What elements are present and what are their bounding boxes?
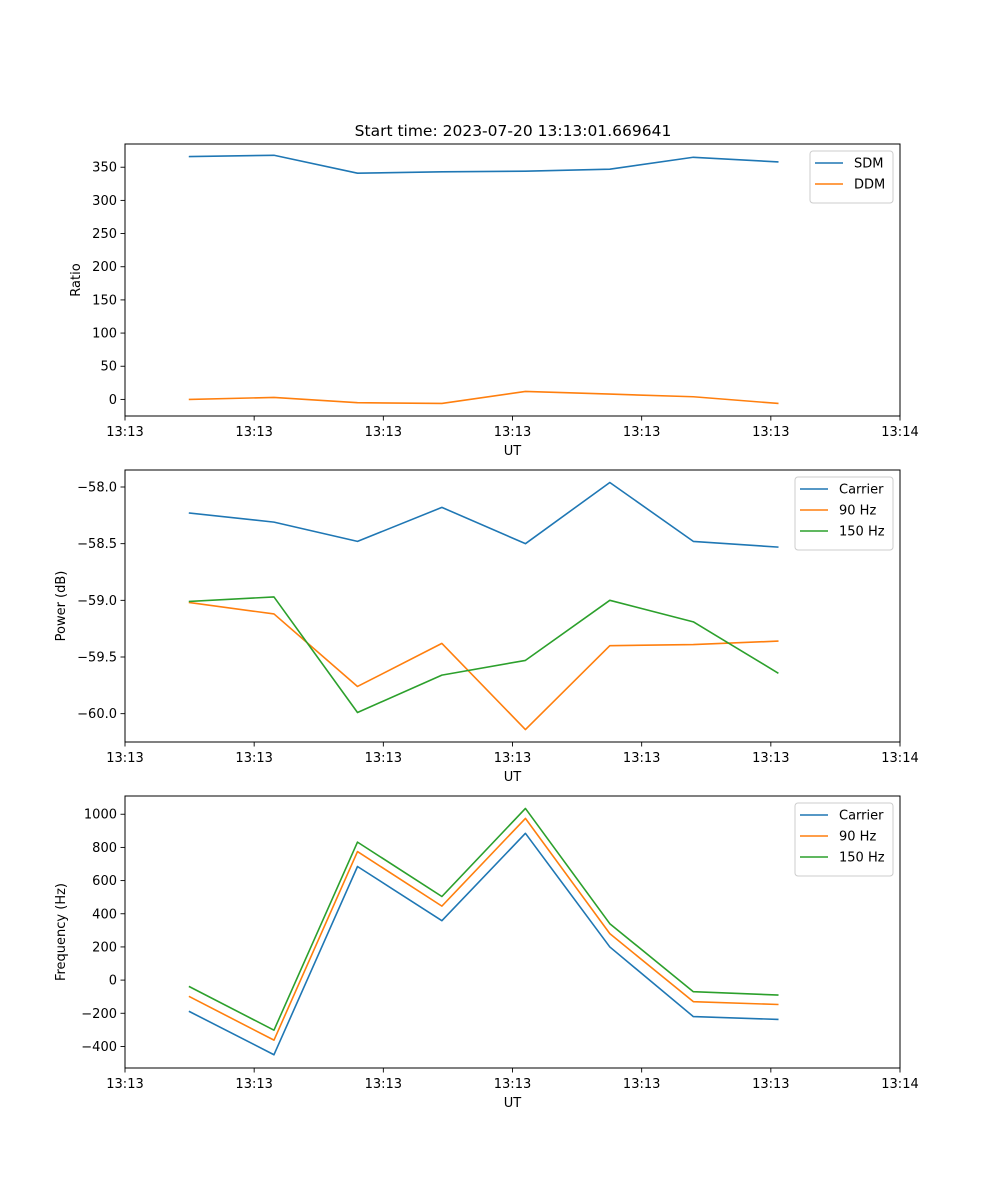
x-axis-label: UT: [504, 770, 522, 785]
x-tick-label: 13:13: [106, 1077, 143, 1092]
legend-label: SDM: [854, 157, 883, 172]
x-tick-label: 13:13: [365, 1077, 402, 1092]
x-axis-label: UT: [504, 444, 522, 459]
y-tick-label: 200: [92, 260, 117, 275]
y-axis-label: Ratio: [69, 263, 84, 296]
y-tick-label: −58.0: [77, 481, 117, 496]
y-tick-label: 50: [100, 360, 117, 375]
x-tick-label: 13:13: [494, 751, 531, 766]
x-tick-label: 13:14: [881, 751, 918, 766]
series-group: [188, 154, 779, 405]
x-tick-label: 13:13: [623, 425, 660, 440]
y-tick-label: 150: [92, 293, 117, 308]
legend-label: 90 Hz: [839, 830, 876, 845]
y-tick-label: 350: [92, 161, 117, 176]
x-tick-label: 13:13: [235, 751, 272, 766]
series-line-carrier: [188, 832, 779, 1056]
legend-label: Carrier: [839, 809, 884, 824]
series-group: [188, 807, 779, 1056]
y-tick-label: 300: [92, 194, 117, 209]
x-tick-label: 13:13: [752, 1077, 789, 1092]
y-axis-label: Power (dB): [54, 571, 69, 642]
y-tick-label: −400: [81, 1040, 117, 1055]
x-tick-label: 13:13: [752, 751, 789, 766]
y-tick-label: 0: [109, 974, 117, 989]
x-tick-label: 13:14: [881, 425, 918, 440]
x-tick-label: 13:13: [106, 751, 143, 766]
y-tick-label: −58.5: [77, 537, 117, 552]
x-tick-label: 13:13: [494, 425, 531, 440]
x-tick-label: 13:13: [623, 1077, 660, 1092]
y-tick-label: 800: [92, 841, 117, 856]
x-tick-label: 13:14: [881, 1077, 918, 1092]
legend-label: 150 Hz: [839, 851, 885, 866]
legend-box: [809, 150, 894, 204]
legend: Carrier 90 Hz 150 Hz: [794, 802, 894, 877]
legend-label: 90 Hz: [839, 504, 876, 519]
series-line-150-hz: [188, 596, 779, 714]
legend: Carrier 90 Hz 150 Hz: [794, 476, 894, 551]
y-tick-label: −59.5: [77, 651, 117, 666]
series-line-150-hz: [188, 807, 779, 1031]
y-tick-label: −59.0: [77, 594, 117, 609]
x-tick-label: 13:13: [365, 751, 402, 766]
y-tick-label: 1000: [84, 808, 117, 823]
y-tick-label: −60.0: [77, 707, 117, 722]
chart-title: Start time: 2023-07-20 13:13:01.669641: [355, 122, 672, 140]
legend-label: 150 Hz: [839, 525, 885, 540]
x-axis-label: UT: [504, 1096, 522, 1111]
series-group: [188, 481, 779, 731]
x-tick-label: 13:13: [494, 1077, 531, 1092]
series-line-90-hz: [188, 601, 779, 731]
series-line-sdm: [188, 154, 779, 174]
series-line-carrier: [188, 481, 779, 548]
subplots: 13:13 13:13 13:13 13:13 13:13 13:13 13:14 0 50 10…: [54, 143, 919, 1111]
legend: SDM DDM: [809, 150, 894, 204]
series-line-ddm: [188, 390, 779, 405]
y-tick-label: 0: [109, 393, 117, 408]
y-tick-label: −200: [81, 1007, 117, 1022]
x-tick-label: 13:13: [623, 751, 660, 766]
subplot-1: 13:13 13:13 13:13 13:13 13:13 13:13 13:14 0 50 10…: [69, 143, 919, 459]
y-tick-label: 100: [92, 327, 117, 342]
legend-label: DDM: [854, 178, 885, 193]
y-tick-label: 200: [92, 940, 117, 955]
y-tick-label: 400: [92, 907, 117, 922]
x-tick-label: 13:13: [365, 425, 402, 440]
x-tick-label: 13:13: [235, 425, 272, 440]
y-axis-label: Frequency (Hz): [54, 883, 69, 981]
legend-label: Carrier: [839, 483, 884, 498]
subplot-3: 13:13 13:13 13:13 13:13 13:13 13:13 13:14 −400 −…: [54, 795, 919, 1111]
x-tick-label: 13:13: [235, 1077, 272, 1092]
y-tick-label: 600: [92, 874, 117, 889]
x-tick-label: 13:13: [106, 425, 143, 440]
x-tick-label: 13:13: [752, 425, 789, 440]
y-tick-label: 250: [92, 227, 117, 242]
series-line-90-hz: [188, 817, 779, 1041]
subplot-2: 13:13 13:13 13:13 13:13 13:13 13:13 13:14 −60.0…: [54, 469, 919, 785]
